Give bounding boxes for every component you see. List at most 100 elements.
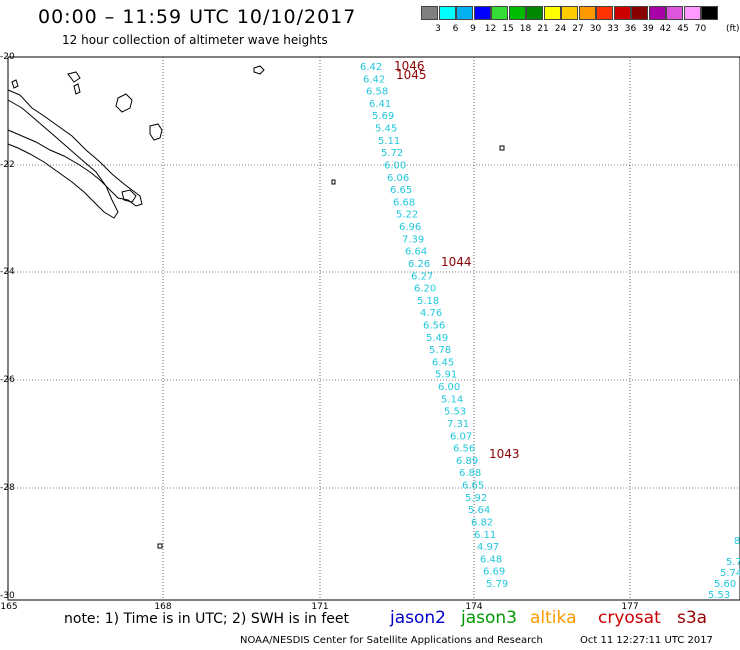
wave-height-value: 6.88 <box>459 468 481 479</box>
legend-label: 70 <box>694 24 707 34</box>
map-frame <box>7 56 740 601</box>
wave-height-value: 5.69 <box>372 111 394 122</box>
legend-swatch <box>438 6 456 20</box>
orbit-number: 1044 <box>441 255 472 269</box>
wave-height-value: 4.76 <box>420 308 442 319</box>
graticule <box>8 57 740 600</box>
wave-height-value: 5.53 <box>444 407 466 418</box>
wave-height-value: 5.11 <box>378 136 400 147</box>
legend-swatch <box>508 6 526 20</box>
lon-label: 165 <box>0 602 18 612</box>
legend-label: 30 <box>589 24 602 34</box>
lat-label: -28 <box>0 483 15 493</box>
legend-label: 6 <box>452 24 459 34</box>
wave-height-value: 6.41 <box>369 99 391 110</box>
wave-height-value: 5.22 <box>396 210 418 221</box>
legend-swatch <box>473 6 491 20</box>
wave-height-value: 6.69 <box>483 567 505 578</box>
orbit-number: 1043 <box>489 447 520 461</box>
legend-label: 33 <box>607 24 619 34</box>
wave-height-value: 6.65 <box>390 185 412 196</box>
legend-swatch <box>526 6 543 20</box>
legend-swatch <box>701 6 718 20</box>
wave-height-value: 6.00 <box>384 161 406 172</box>
wave-height-value: 7.39 <box>402 234 424 245</box>
orbit-number: 1046 <box>394 59 425 73</box>
wave-height-value: 6.58 <box>366 87 388 98</box>
chart-title: 00:00 – 11:59 UTC 10/10/2017 <box>38 6 357 28</box>
units-note: note: 1) Time is in UTC; 2) SWH is in fe… <box>64 611 350 627</box>
legend-label: 36 <box>624 24 637 34</box>
wave-height-value: 4.97 <box>477 542 499 553</box>
wave-height-value: 6.89 <box>456 456 478 467</box>
legend-label: 18 <box>519 24 532 34</box>
wave-height-value: 6.42 <box>363 74 385 85</box>
wave-height-value: 6.00 <box>438 382 460 393</box>
wave-height-value: 6.56 <box>423 321 445 332</box>
legend-unit: (ft) <box>726 24 740 34</box>
legend-label: 39 <box>642 24 654 34</box>
sat-label-s3a: s3a <box>677 608 708 628</box>
wave-height-value: 5.78 <box>429 345 451 356</box>
legend-swatch <box>561 6 578 20</box>
legend-label: 15 <box>502 24 514 34</box>
legend-swatch <box>631 6 648 20</box>
wave-height-value: 5.18 <box>417 296 439 307</box>
sat-label-altika: altika <box>530 608 577 628</box>
legend-label: 12 <box>484 24 497 34</box>
wave-height-value: 6.96 <box>399 222 421 233</box>
lon-label: 177 <box>621 602 639 612</box>
legend-label: 24 <box>554 24 567 34</box>
legend-swatch <box>456 6 473 20</box>
wave-height-value: 8 <box>734 536 740 547</box>
legend-label: 42 <box>659 24 672 34</box>
lat-label: -22 <box>0 160 15 170</box>
wave-height-value: 6.65 <box>462 481 484 492</box>
wave-height-value: 6.06 <box>387 173 409 184</box>
legend-swatch <box>613 6 631 20</box>
legend-swatch <box>683 6 701 20</box>
wave-height-value: 5.14 <box>441 394 463 405</box>
wave-height-value: 5.7 <box>726 557 740 568</box>
coastline <box>7 65 505 549</box>
legend-swatch <box>648 6 666 20</box>
legend-swatch <box>421 6 438 20</box>
legend-swatch <box>491 6 508 20</box>
generated-timestamp: Oct 11 12:27:11 UTC 2017 <box>580 635 713 646</box>
sat-label-jason2: jason2 <box>390 608 446 628</box>
wave-height-value: 6.48 <box>480 554 502 565</box>
wave-height-value: 5.60 <box>714 579 736 590</box>
wave-height-value: 5.91 <box>435 370 457 381</box>
wave-height-value: 6.07 <box>450 431 472 442</box>
wave-height-value: 6.64 <box>405 247 427 258</box>
lon-label: 168 <box>154 602 172 612</box>
legend-swatch <box>543 6 561 20</box>
wave-height-value: 5.45 <box>375 124 397 135</box>
legend-swatch <box>666 6 683 20</box>
wave-height-value: 6.68 <box>393 197 415 208</box>
east-track-values: 8 5.75.745.605.53 <box>708 536 740 601</box>
wave-height-value: 6.11 <box>474 530 496 541</box>
legend-label: 21 <box>537 24 549 34</box>
wave-height-value: 5.53 <box>708 590 730 601</box>
lat-label: -20 <box>0 52 15 62</box>
chart-subtitle: 12 hour collection of altimeter wave hei… <box>62 33 328 47</box>
legend-label: 27 <box>572 24 584 34</box>
legend-swatch <box>578 6 596 20</box>
wave-height-value: 6.42 <box>360 62 382 73</box>
wave-height-value: 5.72 <box>381 148 403 159</box>
wave-height-value: 5.64 <box>468 505 490 516</box>
lat-label: -24 <box>0 267 15 277</box>
legend-label: 45 <box>677 24 689 34</box>
legend-label: 9 <box>470 24 476 34</box>
legend-swatch <box>596 6 613 20</box>
lon-label: 174 <box>465 602 483 612</box>
legend-label: 3 <box>435 24 441 34</box>
wave-height-value: 6.27 <box>411 271 433 282</box>
lat-label: -30 <box>0 591 15 601</box>
lat-label: -26 <box>0 375 15 385</box>
sat-label-cryosat: cryosat <box>598 608 661 628</box>
wave-height-value: 6.26 <box>408 259 430 270</box>
